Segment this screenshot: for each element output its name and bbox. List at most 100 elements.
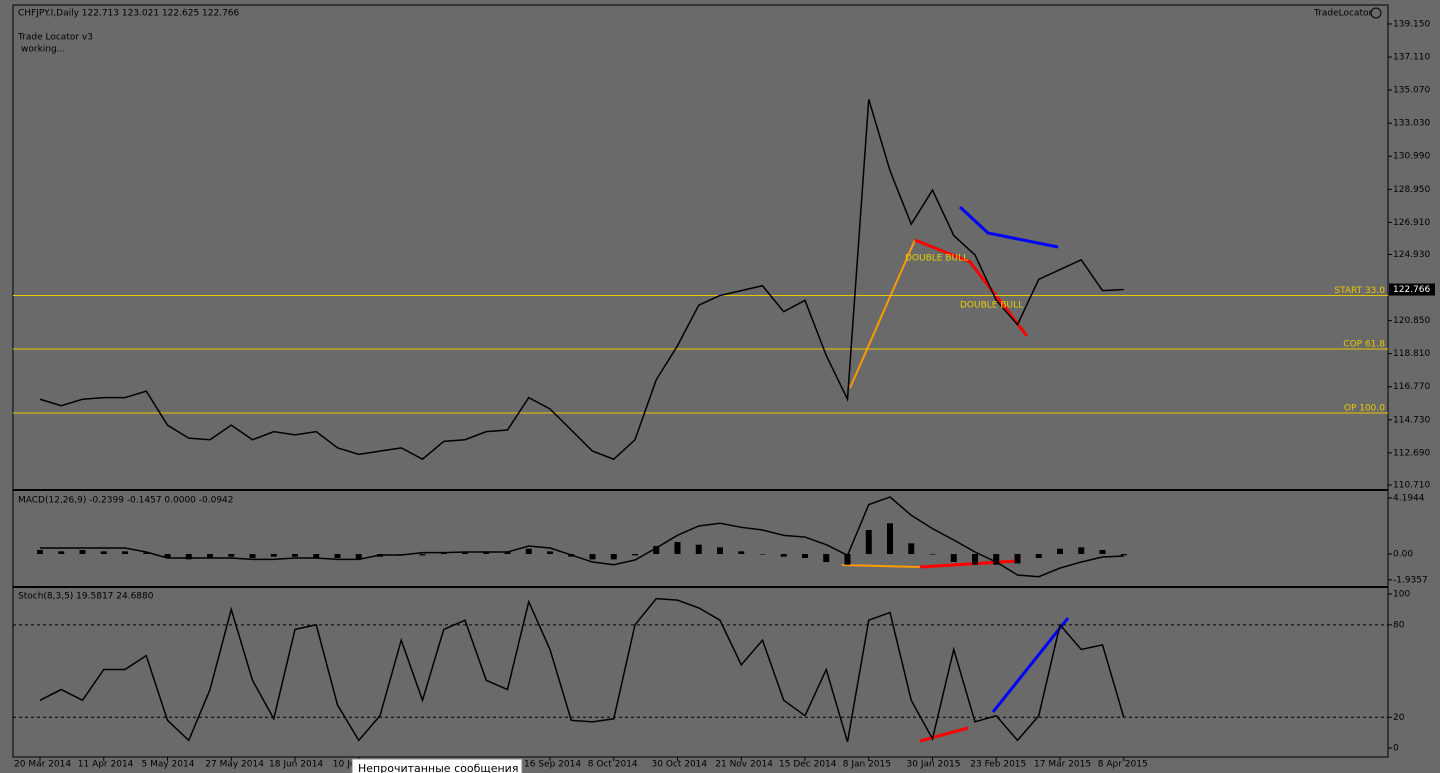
series-line xyxy=(39,99,1124,461)
histogram-bar xyxy=(122,551,128,555)
histogram-bar xyxy=(929,554,936,555)
y-tick-label: 133.030 xyxy=(1393,119,1430,129)
histogram-bar xyxy=(525,548,532,555)
x-tick-label: 27 May 2014 xyxy=(205,760,264,770)
histogram-bar xyxy=(100,551,107,555)
level-label: COP 61.8 xyxy=(1343,339,1385,349)
x-tick-label: 18 Jun 2014 xyxy=(269,760,323,770)
histogram-bar xyxy=(1057,548,1063,555)
histogram-bar xyxy=(185,554,192,560)
indicator-status: working... xyxy=(21,45,65,55)
notification-popup[interactable] xyxy=(351,758,523,773)
badge-icon[interactable] xyxy=(1370,7,1382,19)
y-tick-label: 135.070 xyxy=(1393,86,1430,96)
pattern-line xyxy=(991,617,1070,713)
pattern-line xyxy=(919,559,1019,569)
overlay: DOUBLE BULL DOUBLE BULL Непрочитанные со… xyxy=(351,254,1023,773)
histogram-bar xyxy=(653,546,660,555)
y-tick-label: 118.810 xyxy=(1393,349,1430,359)
indicator-name: Trade Locator v3 xyxy=(17,33,93,43)
histogram-bar xyxy=(844,554,851,565)
histogram-bar xyxy=(207,554,213,559)
histogram-bar xyxy=(37,550,43,555)
y-tick-label: 0 xyxy=(1393,744,1399,754)
histogram-bar xyxy=(759,554,766,555)
histogram-bar xyxy=(802,554,808,559)
histogram-bar xyxy=(292,554,298,557)
y-tick-label: 110.710 xyxy=(1393,480,1430,490)
price-title: CHFJPY.I,Daily 122.713 123.021 122.625 1… xyxy=(18,9,240,19)
histogram-bar xyxy=(1078,547,1085,555)
annotation: DOUBLE BULL xyxy=(960,301,1023,311)
histogram-bar xyxy=(547,551,553,555)
notification-text[interactable]: Непрочитанные сообщения xyxy=(358,762,518,773)
x-tick-label: 15 Dec 2014 xyxy=(779,760,837,770)
last-price-box xyxy=(1389,283,1435,296)
y-tick-label: 0.00 xyxy=(1393,550,1413,560)
x-tick-label: 8 Oct 2014 xyxy=(588,760,638,770)
stoch-title: Stoch(8,3,5) 19.5817 24.6880 xyxy=(18,592,154,602)
histogram-bar xyxy=(1120,554,1127,556)
histogram-bar xyxy=(695,544,702,555)
y-tick-label: 100 xyxy=(1393,590,1410,600)
histogram-bar xyxy=(887,523,893,555)
histogram-bar xyxy=(313,554,320,559)
histogram-bar xyxy=(355,554,362,560)
histogram-bar xyxy=(610,554,617,560)
x-tick-label: 20 Mar 2014 xyxy=(14,760,71,770)
histogram-bar xyxy=(674,542,681,555)
series-line xyxy=(39,597,1125,743)
y-tick-label: 116.770 xyxy=(1393,382,1430,392)
x-tick-label: 8 Apr 2015 xyxy=(1098,760,1148,770)
y-tick-label: 80 xyxy=(1393,620,1405,630)
histogram-bar xyxy=(908,543,915,555)
y-tick-label: 137.110 xyxy=(1393,53,1430,63)
y-tick-label: 20 xyxy=(1393,713,1405,723)
histogram-bar xyxy=(249,554,256,559)
histogram-bar xyxy=(164,554,171,559)
last-price-label: 122.766 xyxy=(1393,285,1430,295)
histogram-bar xyxy=(1099,550,1106,555)
histogram-bar xyxy=(738,551,745,555)
series-line xyxy=(40,496,1124,578)
indicator-badge[interactable]: TradeLocator xyxy=(1313,9,1373,19)
x-tick-label: 8 Jan 2015 xyxy=(843,760,891,770)
x-tick-label: 11 Apr 2014 xyxy=(78,760,134,770)
x-tick-label: 17 Mar 2015 xyxy=(1034,760,1091,770)
y-tick-label: 114.730 xyxy=(1393,415,1430,425)
histogram-bar xyxy=(780,554,787,557)
y-tick-label: 124.930 xyxy=(1393,250,1430,260)
histogram-bar xyxy=(419,554,426,556)
level-label: START 33.0 xyxy=(1334,286,1385,296)
level-label: OP 100.0 xyxy=(1344,404,1385,414)
pattern-line xyxy=(919,726,969,743)
x-tick-label: 30 Jan 2015 xyxy=(907,760,961,770)
y-tick-label: 112.690 xyxy=(1393,448,1430,458)
histogram-bar xyxy=(993,554,1000,565)
histogram-bar xyxy=(589,554,596,560)
y-tick-label: 126.910 xyxy=(1393,218,1430,228)
histogram-bar xyxy=(143,552,150,555)
histogram-bar xyxy=(270,554,277,557)
y-tick-label: 128.950 xyxy=(1393,185,1430,195)
pattern-line xyxy=(849,239,916,389)
x-tick-label: 30 Oct 2014 xyxy=(652,760,708,770)
plot: 20 Mar 2014 11 Apr 2014 5 May 2014 27 May 2… xyxy=(13,19,1435,770)
histogram-bar xyxy=(972,554,978,565)
pattern-lines xyxy=(841,205,1070,743)
macd-title: MACD(12,26,9) -0.2399 -0.1457 0.0000 -0.… xyxy=(18,496,234,506)
annotation: DOUBLE BULL xyxy=(905,254,968,264)
histogram-bar xyxy=(228,554,235,557)
y-tick-label: 130.990 xyxy=(1393,152,1430,162)
x-tick-label: 23 Feb 2015 xyxy=(970,760,1026,770)
y-tick-label: 139.150 xyxy=(1393,19,1430,29)
histogram-bar xyxy=(1035,554,1042,559)
histogram-bar xyxy=(632,554,638,556)
histogram-bar xyxy=(58,551,65,555)
frame xyxy=(12,4,1389,758)
x-tick-label: 5 May 2014 xyxy=(142,760,195,770)
histogram-bar xyxy=(79,550,86,555)
histogram-bar xyxy=(1014,554,1021,564)
